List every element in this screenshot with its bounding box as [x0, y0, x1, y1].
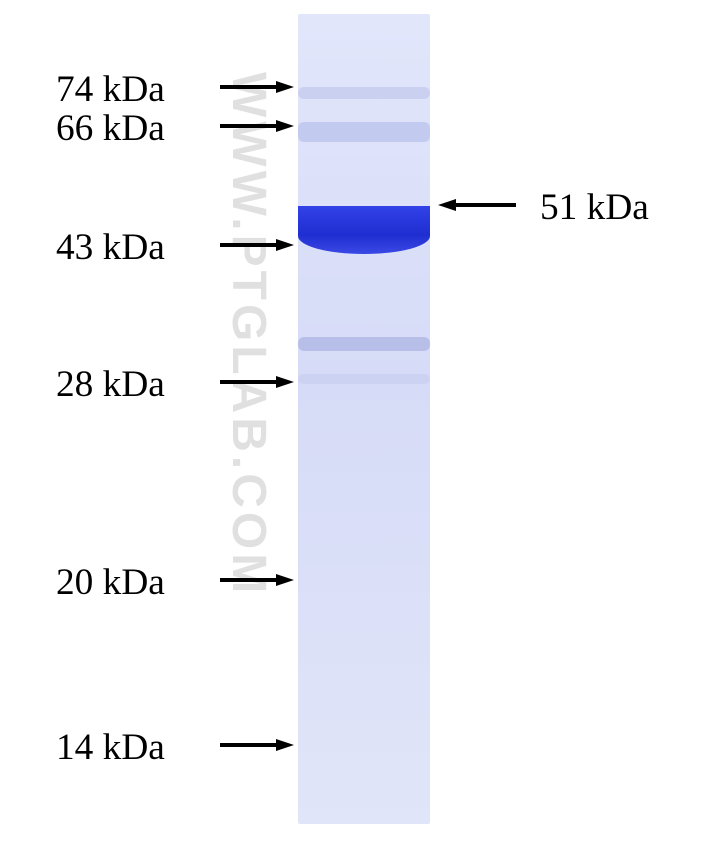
arrow-right-icon — [220, 120, 294, 132]
mw-marker-label: 66 kDa — [56, 107, 165, 150]
mw-marker-right: 51 kDa — [540, 186, 649, 229]
mw-marker-left: 66 kDa — [56, 107, 165, 150]
mw-marker-left: 74 kDa — [56, 68, 165, 111]
gel-band — [298, 374, 430, 384]
mw-marker-label: 20 kDa — [56, 561, 165, 604]
gel-band — [298, 122, 430, 142]
mw-marker-label: 14 kDa — [56, 726, 165, 769]
mw-marker-left: 14 kDa — [56, 726, 165, 769]
arrow-left-icon — [438, 199, 516, 211]
gel-band — [298, 337, 430, 351]
mw-marker-left: 43 kDa — [56, 226, 165, 269]
mw-marker-label: 51 kDa — [540, 186, 649, 229]
mw-marker-left: 20 kDa — [56, 561, 165, 604]
mw-marker-left: 28 kDa — [56, 363, 165, 406]
arrow-right-icon — [220, 574, 294, 586]
gel-lane — [298, 14, 430, 824]
arrow-right-icon — [220, 739, 294, 751]
arrow-right-icon — [220, 239, 294, 251]
gel-band — [298, 206, 430, 254]
mw-marker-label: 43 kDa — [56, 226, 165, 269]
gel-band — [298, 87, 430, 99]
mw-marker-label: 74 kDa — [56, 68, 165, 111]
arrow-right-icon — [220, 81, 294, 93]
arrow-right-icon — [220, 376, 294, 388]
mw-marker-label: 28 kDa — [56, 363, 165, 406]
watermark-text: WWW.PTGLAB.COM — [221, 72, 276, 597]
